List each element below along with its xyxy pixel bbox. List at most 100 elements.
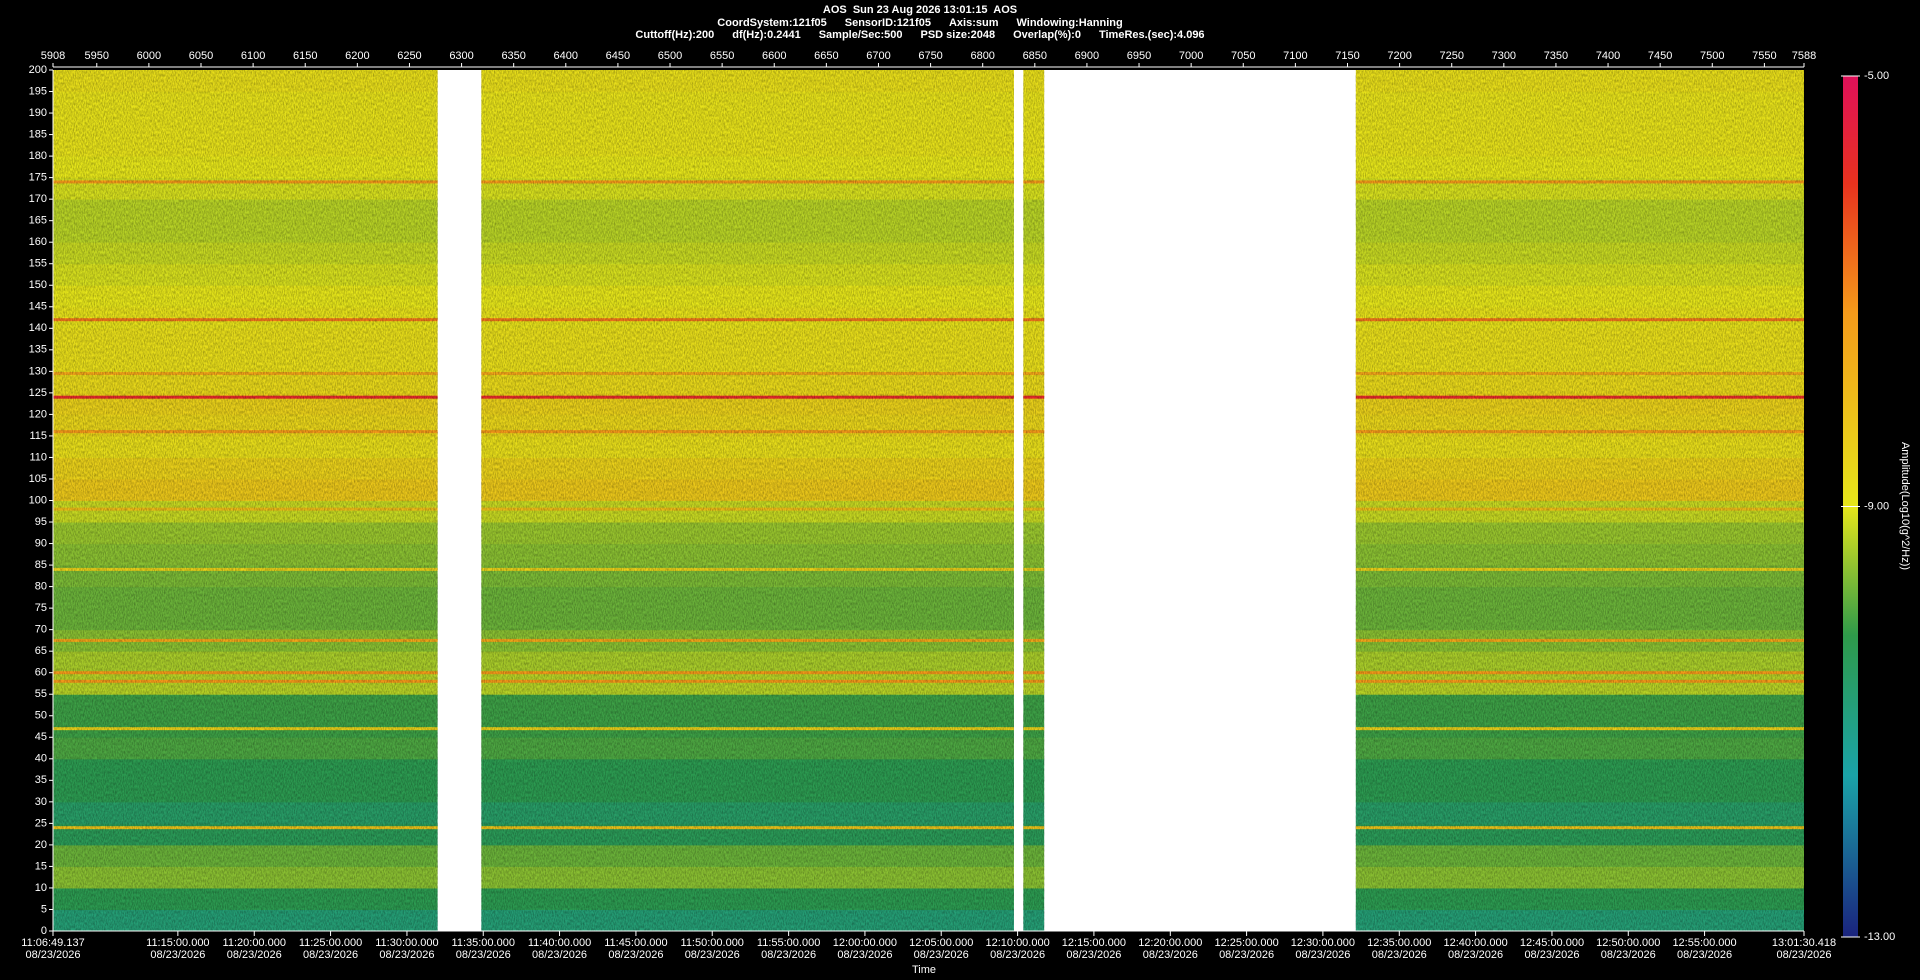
time-tick-label: 11:25:00.000 (299, 937, 362, 949)
y-tick-label: 95 (35, 516, 47, 528)
x-tick-label: 7200 (1387, 50, 1411, 62)
x-tick-label: 5908 (41, 50, 65, 62)
x-tick-label: 6950 (1127, 50, 1151, 62)
x-tick-label: 6300 (449, 50, 473, 62)
time-tick-label: 11:20:00.000 (223, 937, 286, 949)
y-tick-label: 160 (29, 236, 47, 248)
x-tick-label: 6050 (189, 50, 213, 62)
y-tick-label: 165 (29, 215, 47, 227)
date-label: 08/23/2026 (1677, 949, 1732, 961)
info-line: Cuttoff(Hz):200 df(Hz):0.2441 Sample/Sec:5… (0, 29, 1840, 42)
date-label: 08/23/2026 (1219, 949, 1274, 961)
time-tick-label: 12:25:00.000 (1214, 937, 1278, 949)
x-tick-label: 6850 (1023, 50, 1047, 62)
time-tick-label: 12:45:00.000 (1520, 937, 1584, 949)
time-tick-label: 12:05:00.000 (909, 937, 973, 949)
time-tick-label: 13:01:30.418 (1772, 937, 1836, 949)
y-tick-label: 100 (29, 494, 47, 506)
y-tick-label: 175 (29, 172, 47, 184)
y-tick-label: 190 (29, 107, 47, 119)
y-tick-label: 85 (35, 559, 47, 571)
date-label: 08/23/2026 (1295, 949, 1350, 961)
date-label: 08/23/2026 (1372, 949, 1427, 961)
time-tick-label: 12:40:00.000 (1443, 937, 1507, 949)
y-tick-label: 200 (29, 64, 47, 76)
time-tick-label: 11:15:00.000 (146, 937, 209, 949)
y-tick-label: 40 (35, 753, 47, 765)
x-tick-label: 6900 (1075, 50, 1099, 62)
date-label: 08/23/2026 (1448, 949, 1503, 961)
time-tick-label: 12:35:00.000 (1367, 937, 1431, 949)
info-item: Windowing:Hanning (1016, 16, 1123, 29)
x-tick-label: 7450 (1648, 50, 1672, 62)
colorbar-tick-label: -13.00 (1864, 931, 1895, 943)
x-tick-label: 7550 (1752, 50, 1776, 62)
y-tick-label: 55 (35, 688, 47, 700)
info-line: CoordSystem:121f05 SensorID:121f05 Axis:su… (0, 17, 1840, 30)
x-tick-label: 6000 (137, 50, 161, 62)
time-tick-label: 11:06:49.137 (21, 937, 84, 949)
x-tick-label: 7150 (1335, 50, 1359, 62)
date-label: 08/23/2026 (990, 949, 1045, 961)
x-tick-label: 6750 (918, 50, 942, 62)
y-tick-label: 25 (35, 817, 47, 829)
info-item: Axis:sum (948, 16, 999, 29)
header: AOS Sun 23 Aug 2026 13:01:15 AOS CoordSys… (0, 4, 1840, 42)
time-tick-label: 11:50:00.000 (681, 937, 744, 949)
time-tick-label: 12:15:00.000 (1062, 937, 1126, 949)
colorbar-label: Amplitude(Log10(g^2/Hz)) (1899, 442, 1911, 570)
noise-texture (1355, 70, 1804, 931)
time-tick-label: 12:20:00.000 (1138, 937, 1202, 949)
y-tick-label: 145 (29, 301, 47, 313)
time-tick-label: 12:50:00.000 (1596, 937, 1660, 949)
x-tick-label: 5950 (85, 50, 109, 62)
y-tick-label: 110 (29, 451, 47, 463)
x-tick-label: 6700 (866, 50, 890, 62)
x-tick-label: 7000 (1179, 50, 1203, 62)
y-tick-label: 180 (29, 150, 47, 162)
date-label: 08/23/2026 (303, 949, 358, 961)
x-tick-label: 7500 (1700, 50, 1724, 62)
date-label: 08/23/2026 (150, 949, 205, 961)
time-tick-label: 12:55:00.000 (1672, 937, 1736, 949)
info-item: Cuttoff(Hz):200 (635, 29, 715, 41)
time-tick-label: 12:10:00.000 (985, 937, 1049, 949)
noise-texture (1023, 70, 1045, 931)
date-label: 08/23/2026 (608, 949, 663, 961)
x-axis-label: Time (912, 964, 936, 976)
date-label: 08/23/2026 (1776, 949, 1831, 961)
time-tick-label: 11:30:00.000 (375, 937, 438, 949)
colorbar-tick-label: -5.00 (1864, 70, 1889, 82)
date-label: 08/23/2026 (914, 949, 969, 961)
info-item: SensorID:121f05 (844, 16, 931, 29)
x-tick-label: 6250 (397, 50, 421, 62)
y-tick-label: 185 (29, 128, 47, 140)
y-tick-label: 15 (35, 860, 47, 872)
date-label: 08/23/2026 (1143, 949, 1198, 961)
y-tick-label: 60 (35, 667, 47, 679)
y-tick-label: 115 (29, 430, 47, 442)
x-tick-label: 7400 (1596, 50, 1620, 62)
x-tick-label: 6400 (554, 50, 578, 62)
date-label: 08/23/2026 (1524, 949, 1579, 961)
y-tick-label: 90 (35, 537, 47, 549)
y-tick-label: 30 (35, 796, 47, 808)
y-tick-label: 50 (35, 710, 47, 722)
segment (1355, 70, 1804, 932)
x-tick-label: 6200 (345, 50, 369, 62)
noise-texture (481, 70, 1014, 931)
x-tick-label: 6350 (501, 50, 525, 62)
info-item: df(Hz):0.2441 (732, 29, 801, 41)
date-label: 08/23/2026 (456, 949, 511, 961)
y-tick-label: 195 (29, 85, 47, 97)
y-tick-label: 130 (29, 365, 47, 377)
info-item: CoordSystem:121f05 (717, 16, 827, 29)
date-label: 08/23/2026 (1066, 949, 1121, 961)
y-tick-label: 135 (29, 344, 47, 356)
segment (481, 70, 1014, 932)
date-label: 08/23/2026 (761, 949, 816, 961)
date-label: 08/23/2026 (227, 949, 282, 961)
y-tick-label: 80 (35, 581, 47, 593)
